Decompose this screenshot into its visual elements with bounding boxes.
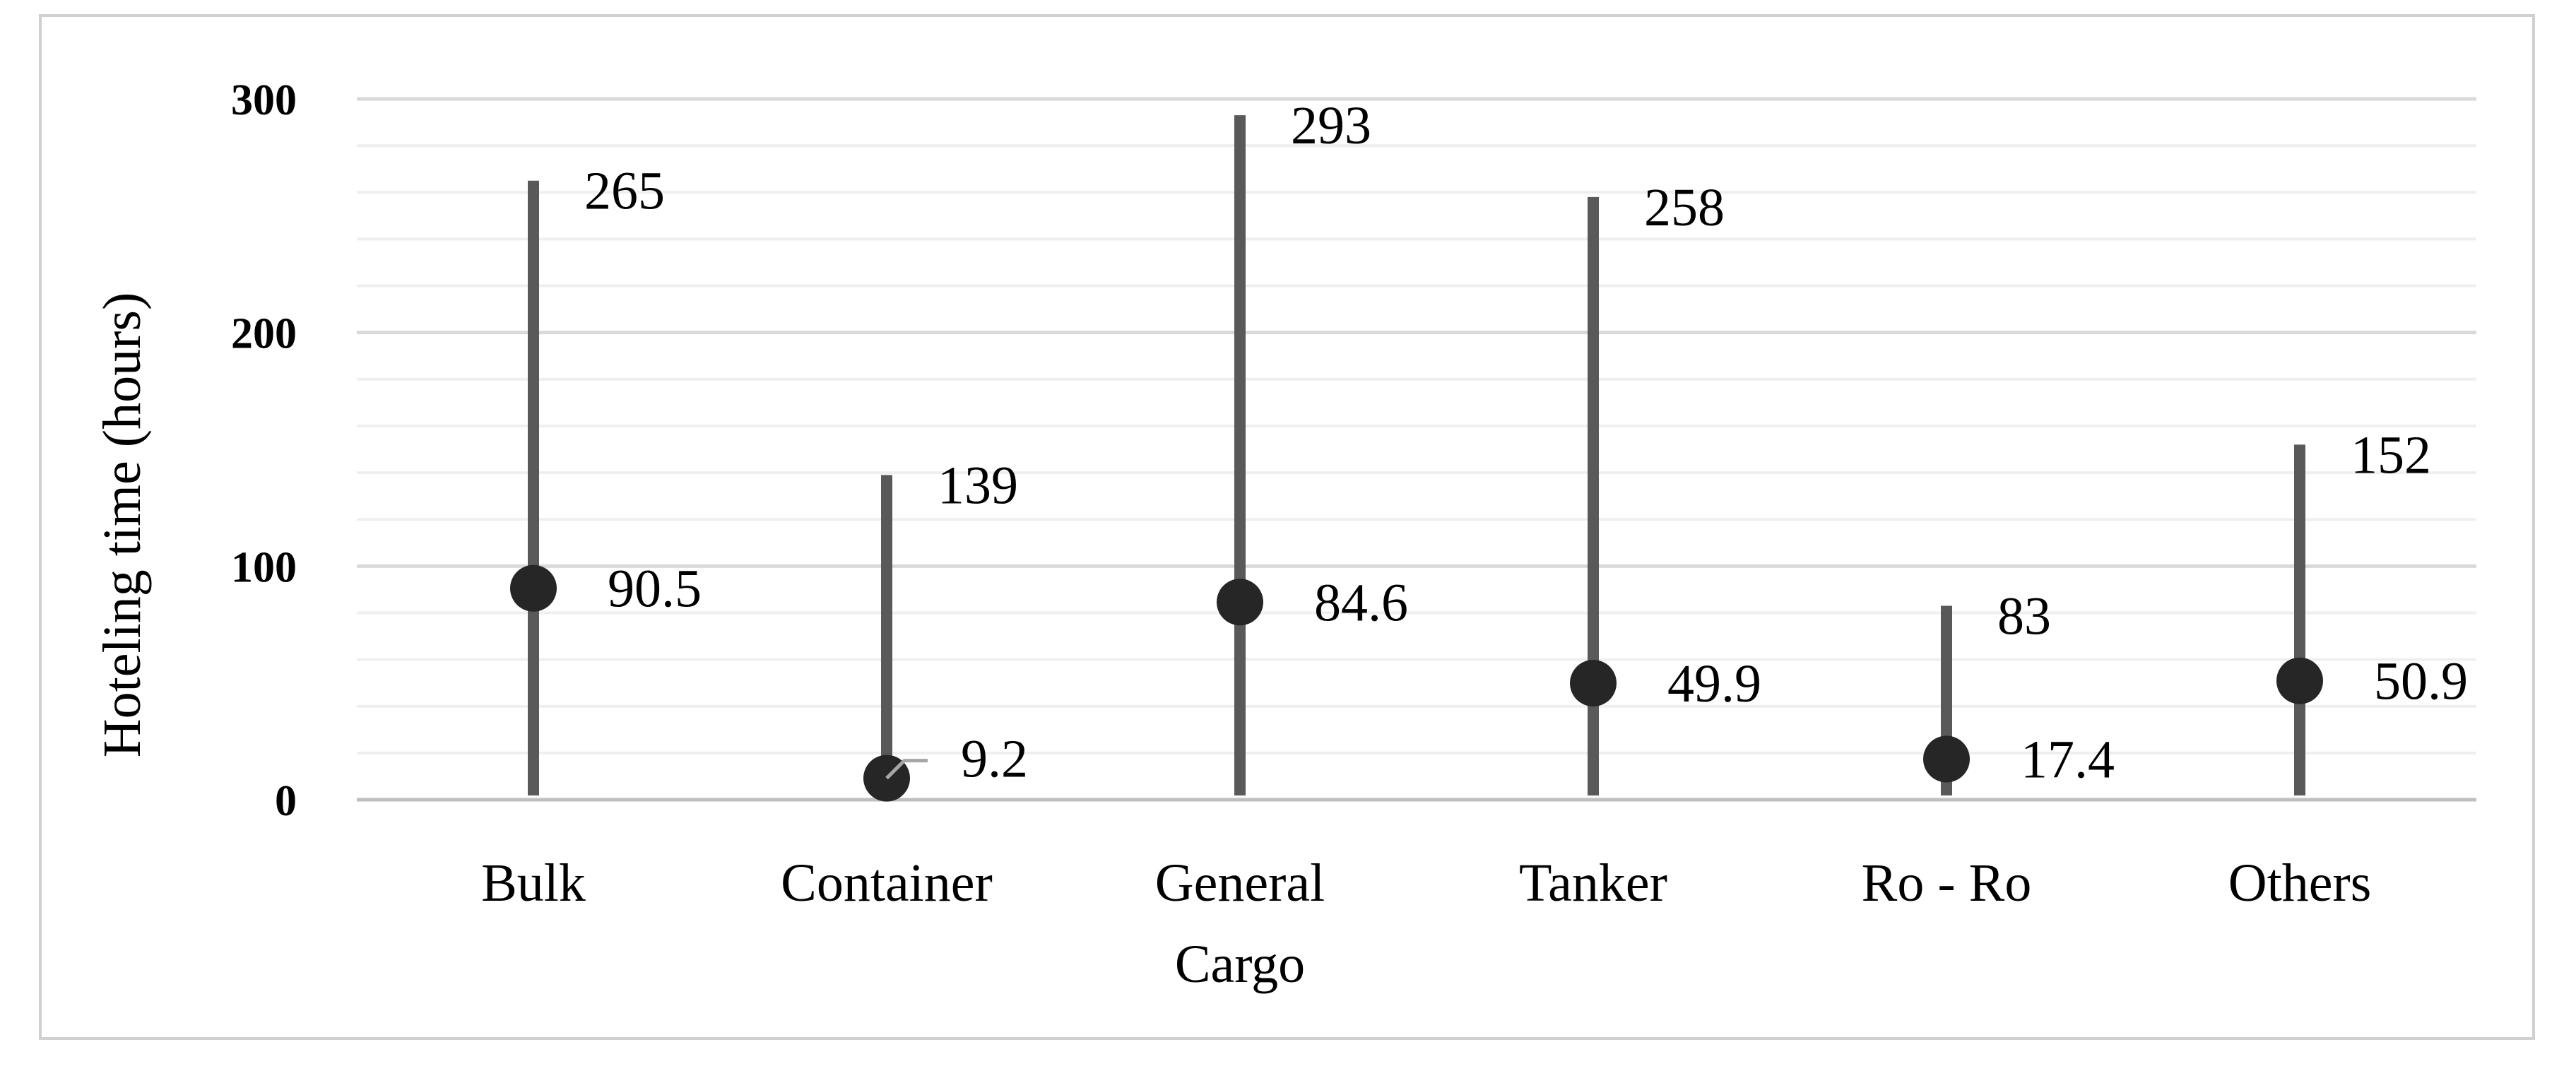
chart-frame (39, 14, 2535, 1040)
x-category-label: Tanker (1519, 853, 1667, 913)
max-data-label: 258 (1644, 178, 1725, 237)
mean-point (1217, 579, 1263, 626)
labels-layer: 0 100 200 300 265 90.5 Bulk 139 9.2 Container 293 8… (231, 76, 2468, 994)
mean-point (1570, 659, 1617, 706)
mean-data-label: 9.2 (961, 730, 1028, 789)
leader-line (885, 759, 928, 780)
x-category-label: Cargo (1175, 935, 1305, 994)
mean-point (510, 564, 557, 612)
max-data-label: 152 (2351, 425, 2431, 485)
y-tick-label: 100 (231, 543, 297, 591)
mean-data-label: 49.9 (1667, 654, 1761, 714)
mean-data-label: 50.9 (2374, 652, 2468, 711)
x-category-label: Ro - Ro (1862, 853, 2032, 913)
y-tick-label: 200 (231, 310, 297, 358)
y-tick-label: 0 (275, 777, 297, 825)
mean-data-label: 90.5 (608, 560, 702, 619)
mean-data-label: 17.4 (2021, 730, 2115, 789)
mean-data-label: 84.6 (1314, 573, 1408, 632)
y-axis-title: Hoteling time (hours) (93, 292, 152, 758)
grid-layer (357, 97, 2476, 755)
mean-point (1923, 735, 1970, 783)
x-category-label: General (1155, 853, 1325, 913)
mean-point (2276, 657, 2323, 704)
marks-layer (510, 115, 2323, 802)
x-category-label: Bulk (481, 853, 586, 913)
x-category-label: Container (781, 853, 993, 913)
x-category-label: Others (2228, 853, 2372, 913)
max-data-label: 83 (1997, 587, 2051, 646)
max-data-label: 265 (584, 162, 665, 221)
max-data-label: 139 (938, 456, 1018, 515)
max-data-label: 293 (1291, 96, 1371, 155)
y-tick-label: 300 (231, 76, 297, 124)
